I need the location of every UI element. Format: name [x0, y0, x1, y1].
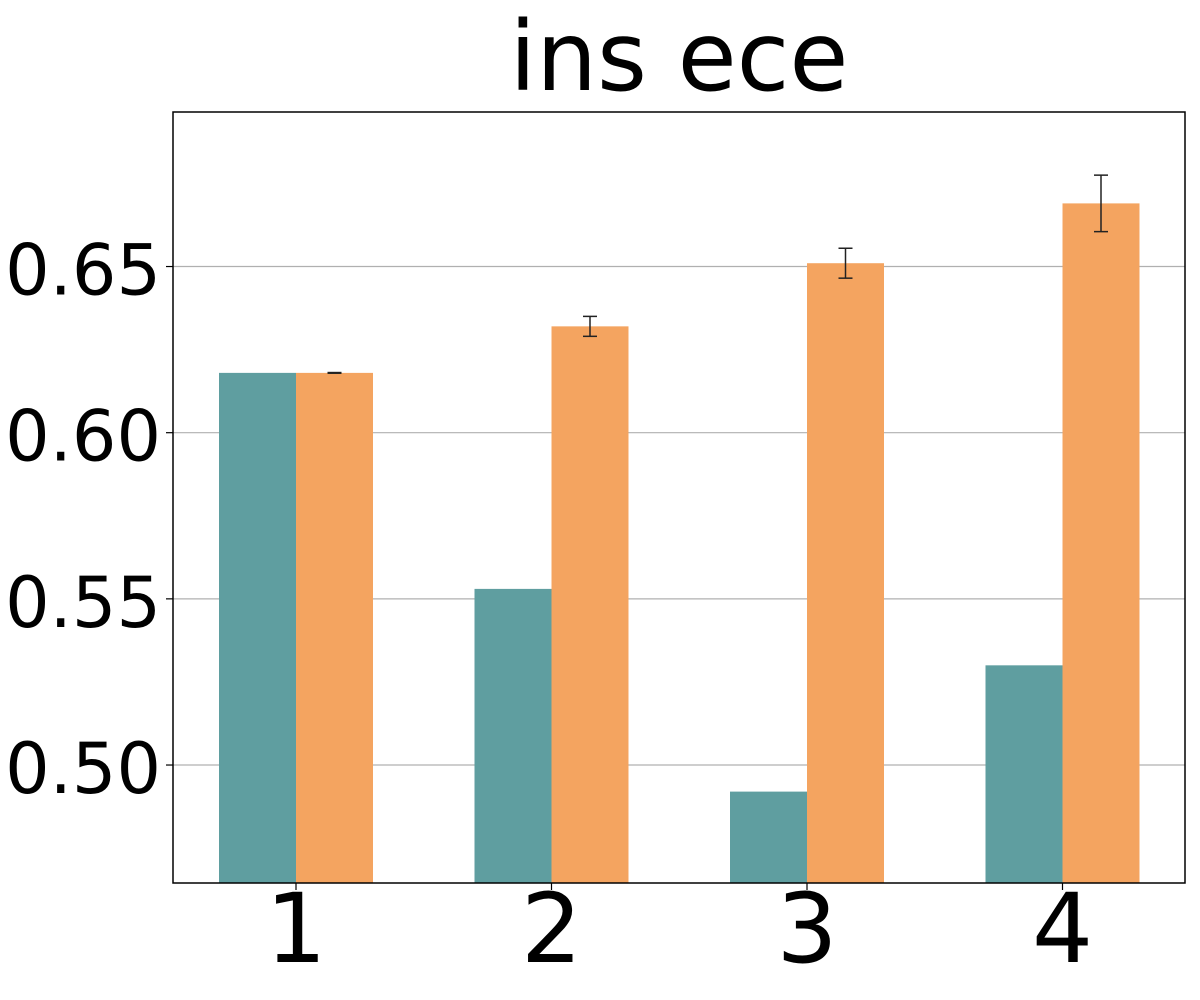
bar-series-1-cat-1	[219, 372, 296, 883]
x-tick-label: 2	[521, 873, 582, 985]
x-tick-label: 3	[776, 873, 837, 985]
bar-series-2-cat-3	[807, 263, 884, 883]
y-axis: 0.50 0.55 0.60 0.65	[5, 230, 173, 810]
bar-series-1-cat-3	[730, 791, 807, 883]
error-bars	[327, 174, 1108, 374]
plot-frame	[172, 111, 1186, 884]
bar-series-1-cat-4	[985, 665, 1063, 883]
chart-title: ins ece	[510, 1, 849, 113]
bar-series-2-cat-4	[1062, 203, 1140, 884]
y-tick-label: 0.60	[5, 396, 161, 478]
x-tick-label: 1	[265, 873, 326, 985]
y-tick-label: 0.65	[5, 230, 161, 312]
y-tick-label: 0.50	[5, 728, 161, 810]
bar-series-2-cat-2	[551, 326, 629, 883]
y-tick-label: 0.55	[5, 562, 161, 644]
bars	[219, 203, 1140, 884]
x-axis: 1 2 3 4	[265, 873, 1093, 985]
bar-series-1-cat-2	[474, 588, 552, 883]
bar-series-2-cat-1	[296, 372, 373, 883]
x-tick-label: 4	[1032, 873, 1093, 985]
